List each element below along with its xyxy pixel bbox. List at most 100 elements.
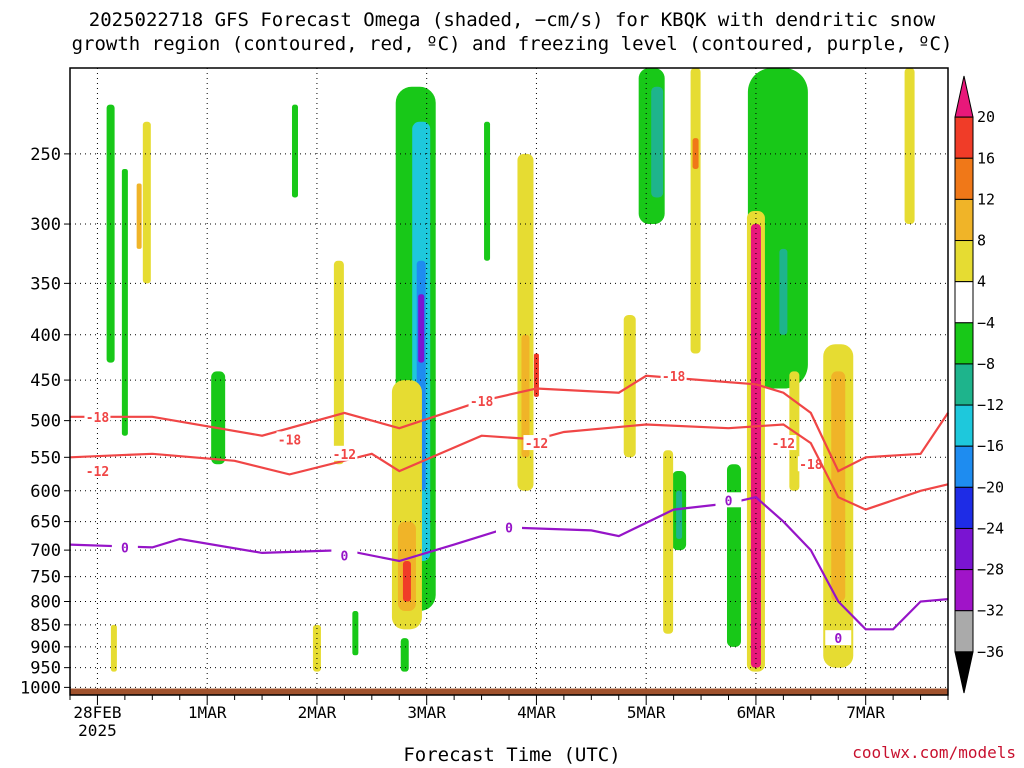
contour-label: 0	[121, 541, 129, 556]
contour-label: -12	[86, 465, 109, 480]
terrain	[70, 688, 948, 695]
colorbar-label: 20	[977, 108, 995, 126]
shade-green	[726, 464, 741, 647]
shade-yellow	[333, 260, 344, 465]
colorbar-label: −24	[977, 519, 1004, 537]
shade-yellow	[904, 68, 915, 225]
y-tick-label: 250	[30, 145, 61, 165]
shade-magenta	[750, 224, 761, 668]
contour-label: -18	[86, 411, 110, 426]
colorbar-segment	[954, 363, 974, 406]
shade-green	[291, 104, 298, 198]
contour-label-bg	[276, 431, 303, 447]
contour-label: 0	[340, 550, 348, 565]
colorbar-label: −16	[977, 437, 1004, 455]
x-tick-label: 6MAR	[737, 703, 776, 722]
contour-label-bg	[770, 435, 797, 451]
colorbar-label: −8	[977, 355, 995, 373]
plot-background	[70, 68, 948, 695]
contour-label-bg	[523, 435, 550, 451]
contour-label-bg	[715, 492, 742, 508]
x-axis-label: Forecast Time (UTC)	[403, 744, 621, 766]
contour-label-bg	[468, 392, 495, 408]
contour-label: -18	[799, 458, 823, 473]
y-tick-label: 750	[30, 568, 61, 588]
x-tick-label: 3MAR	[407, 703, 446, 722]
shade-green	[211, 371, 226, 465]
y-tick-label: 950	[30, 659, 61, 679]
x-tick-label: 28FEB	[73, 703, 121, 722]
contour-label: -12	[772, 437, 795, 452]
contour-line	[69, 496, 949, 631]
contour-label-bg	[84, 463, 111, 479]
shade-orange	[831, 371, 846, 602]
x-tick-label: 4MAR	[517, 703, 556, 722]
x-tick-label: 5MAR	[627, 703, 666, 722]
colorbar-label: −36	[977, 643, 1004, 661]
chart-title-line2: growth region (contoured, red, ºC) and f…	[71, 33, 953, 55]
y-tick-label: 350	[30, 274, 61, 294]
colorbar-segment	[954, 116, 974, 159]
chart-title-line1: 2025022718 GFS Forecast Omega (shaded, −…	[88, 9, 936, 31]
y-tick-label: 500	[30, 412, 61, 432]
credit-link[interactable]: coolwx.com/models	[852, 743, 1016, 762]
x-tick-label: 2MAR	[298, 703, 337, 722]
colorbar-segment	[954, 281, 974, 324]
shade-red	[402, 560, 411, 602]
shade-orange	[521, 334, 530, 458]
colorbar-segment	[954, 445, 974, 488]
shade-purple	[418, 294, 425, 363]
shade-yellow	[110, 624, 117, 672]
y-tick-label: 400	[30, 326, 61, 346]
x-tick-label: 1MAR	[188, 703, 227, 722]
contour-label: -12	[333, 448, 356, 463]
colorbar-label: −28	[977, 561, 1004, 579]
colorbar-bottom-arrow	[954, 651, 974, 694]
contour-label: -12	[525, 437, 548, 452]
colorbar-label: 4	[977, 273, 986, 291]
contour-label: 0	[505, 521, 513, 536]
y-tick-label: 300	[30, 215, 61, 235]
contour-label-bg	[660, 367, 687, 383]
shade-green	[484, 121, 491, 261]
colorbar-segment	[954, 569, 974, 612]
colorbar-label: −20	[977, 478, 1004, 496]
contour-label-bg	[84, 408, 111, 424]
y-tick-label: 800	[30, 593, 61, 613]
shade-teal	[651, 86, 664, 198]
contour-line	[70, 374, 949, 473]
contour-label-bg	[111, 539, 138, 555]
colorbar-label: 12	[977, 190, 995, 208]
colorbar-label: −32	[977, 602, 1004, 620]
contour-label-bg	[825, 630, 852, 646]
contour-label-bg	[797, 456, 824, 472]
y-tick-label: 550	[30, 448, 61, 468]
shade-yellow	[690, 68, 701, 354]
colorbar-segment	[954, 527, 974, 571]
contour-label: -18	[278, 433, 302, 448]
x-tick-label: 2025	[78, 721, 117, 740]
y-tick-label: 450	[30, 371, 61, 391]
contour-label: -18	[662, 370, 686, 385]
colorbar-label: −12	[977, 396, 1004, 414]
shade-orange	[136, 183, 142, 249]
colorbar-segment	[954, 198, 974, 242]
contour-label-bg	[331, 547, 358, 563]
shade-yellow	[663, 450, 674, 634]
contour-label: -18	[470, 395, 494, 410]
shade-teal	[779, 248, 788, 335]
shade-red	[533, 353, 539, 397]
x-tick-label: 7MAR	[846, 703, 885, 722]
colorbar-top-arrow	[954, 75, 974, 118]
colorbar-segment	[954, 322, 974, 365]
colorbar-label: 8	[977, 232, 986, 250]
contour-label: 0	[834, 632, 842, 647]
contour-line	[69, 423, 949, 511]
shade-green	[121, 168, 128, 436]
y-tick-label: 1000	[20, 678, 61, 698]
contour-label-bg	[331, 445, 358, 461]
colorbar-label: 16	[977, 149, 995, 167]
shade-green	[352, 611, 359, 656]
colorbar-segment	[954, 610, 974, 653]
